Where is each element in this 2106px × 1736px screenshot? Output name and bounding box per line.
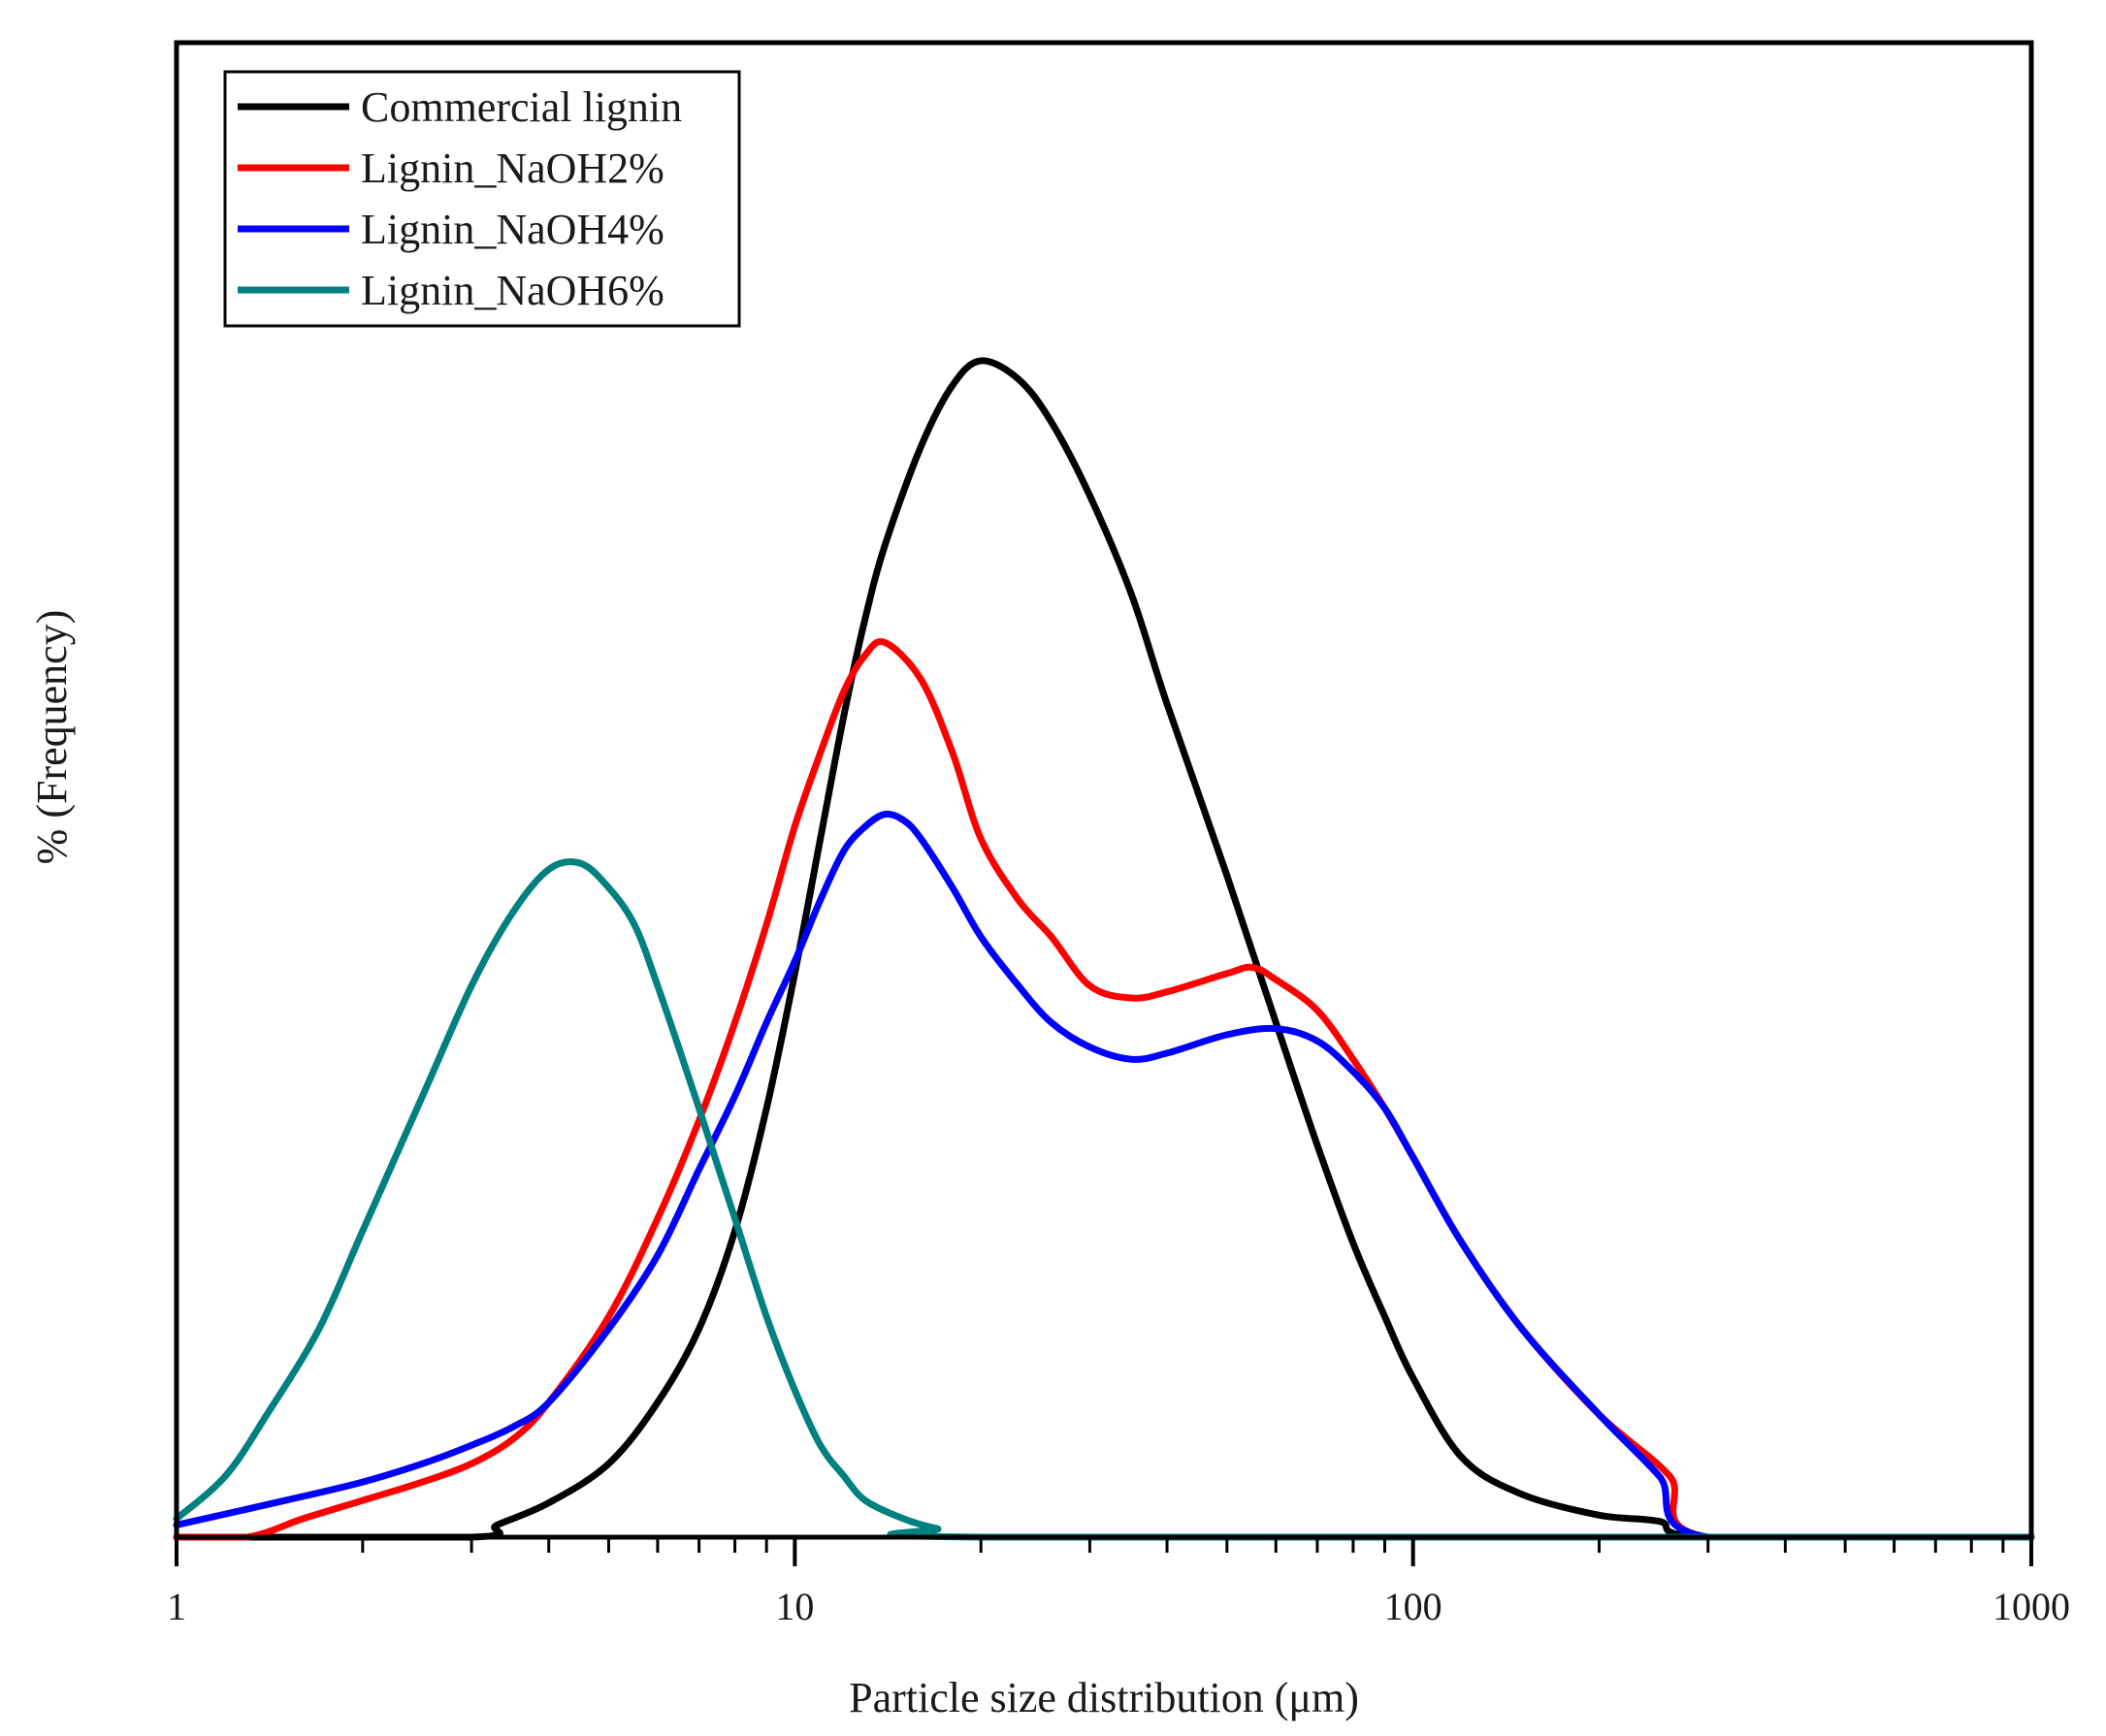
x-axis-title: Particle size distribution (μm) [849, 1674, 1359, 1721]
legend-box [223, 70, 741, 328]
series-line-lignin-naoh4 [173, 810, 2035, 1541]
x-axis-tick-labels: 1 10 100 1000 [167, 1585, 2070, 1628]
series-line-lignin-naoh6 [173, 857, 2035, 1541]
legend: Commercial lignin Lignin_NaOH2% Lignin_NaO… [223, 70, 741, 328]
series-layer [173, 357, 2035, 1541]
x-tick-label: 100 [1384, 1585, 1442, 1628]
series-line-commercial-lignin [173, 357, 2035, 1541]
legend-items: Commercial lignin Lignin_NaOH2% Lignin_NaO… [238, 83, 682, 314]
x-axis-ticks [175, 1537, 2033, 1566]
y-axis-title: % (Frequency) [28, 610, 76, 865]
legend-label-commercial-lignin: Commercial lignin [361, 83, 682, 131]
x-tick-label: 10 [775, 1585, 814, 1628]
plot-frame [174, 40, 2034, 1540]
x-tick-label: 1000 [1993, 1585, 2070, 1628]
legend-label-lignin-naoh4: Lignin_NaOH4% [361, 206, 664, 253]
x-tick-label: 1 [167, 1585, 186, 1628]
legend-label-lignin-naoh6: Lignin_NaOH6% [361, 267, 664, 314]
legend-label-lignin-naoh2: Lignin_NaOH2% [361, 145, 664, 192]
